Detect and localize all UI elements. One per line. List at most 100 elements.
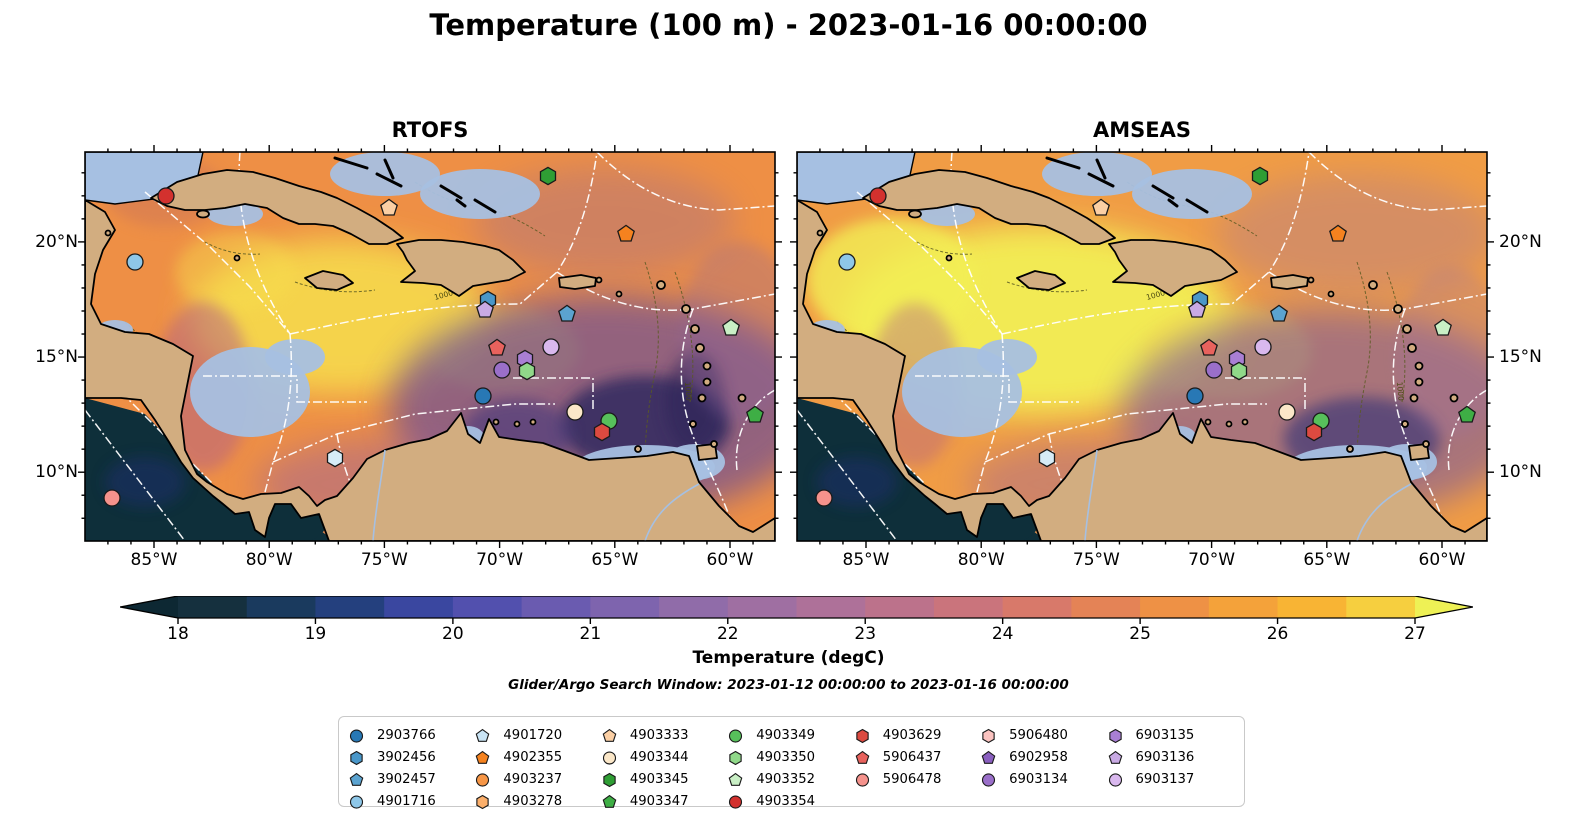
legend-column-6: 6903135 6903136 6903137	[1108, 725, 1234, 790]
colorbar-tick-23: 23	[854, 624, 877, 644]
lon-tick-label-amseas-3: 70°W	[1188, 550, 1236, 570]
legend-entry-label: 2903766	[377, 728, 436, 743]
argo-marker-6903137	[542, 338, 560, 356]
circle-marker-icon	[349, 728, 364, 743]
legend-entry-4903344: 4903344	[602, 747, 728, 768]
bathymetry-label: 1000	[683, 381, 694, 401]
legend-entry-4902355: 4902355	[475, 747, 601, 768]
legend-entry-label: 4901716	[377, 794, 436, 809]
lon-tick-label-rtofs-1: 80°W	[245, 550, 293, 570]
argo-marker-4901716	[126, 253, 144, 271]
argo-marker-6903137	[1254, 338, 1272, 356]
argo-marker-5906478	[103, 489, 121, 507]
argo-marker-4902355	[1329, 224, 1347, 242]
lon-tick-label-rtofs-3: 70°W	[476, 550, 524, 570]
legend-entry-4903345: 4903345	[602, 769, 728, 790]
legend-entry-label: 4903352	[756, 772, 815, 787]
colorbar-tick-26: 26	[1266, 624, 1289, 644]
legend-entry-2903766: 2903766	[349, 725, 475, 746]
panel-title-rtofs: RTOFS	[391, 118, 469, 142]
colorbar-tick-20: 20	[442, 624, 464, 644]
legend-entry-3902456: 3902456	[349, 747, 475, 768]
legend-column-4: 4903629 5906437 5906478	[855, 725, 981, 790]
legend-entry-4901720: 4901720	[475, 725, 601, 746]
legend-entry-4903347: 4903347	[602, 791, 728, 812]
legend-entry-4903354: 4903354	[728, 791, 854, 812]
hexagon-marker-icon	[729, 750, 742, 765]
argo-marker-4901716	[349, 794, 364, 809]
lat-tick-label-left-1: 15°N	[35, 347, 78, 368]
colorbar-tick-25: 25	[1129, 624, 1151, 644]
legend-column-1: 4901720 4902355 4903237 4903278	[475, 725, 601, 812]
legend-entry-label: 6902958	[1009, 750, 1068, 765]
lon-tick-label-amseas-2: 75°W	[1072, 550, 1120, 570]
pentagon-marker-icon	[602, 794, 617, 808]
colorbar-tick-19: 19	[304, 624, 327, 644]
legend-entry-label: 4903345	[629, 772, 689, 787]
argo-marker-4903352	[1434, 318, 1452, 336]
colorbar-tick-21: 21	[579, 624, 602, 644]
argo-marker-4903347	[746, 405, 764, 423]
pentagon-marker-icon	[981, 750, 996, 764]
legend-entry-label: 6903134	[1009, 772, 1068, 787]
legend-entry-4903278: 4903278	[475, 791, 601, 812]
argo-marker-5906437	[855, 750, 870, 764]
lon-tick-label-amseas-1: 80°W	[957, 550, 1005, 570]
lon-tick-label-amseas-0: 85°W	[842, 550, 890, 570]
lat-tick-label-left-0: 20°N	[35, 231, 78, 252]
circle-marker-icon	[982, 772, 996, 787]
argo-marker-4903344	[602, 750, 616, 765]
argo-marker-6903134	[493, 361, 511, 379]
colorbar: 18 19 20 21 22 23 24 25 26 27	[119, 595, 1474, 652]
argo-marker-2903766	[474, 387, 492, 405]
argo-marker-4903278	[476, 794, 490, 809]
argo-marker-4903237	[476, 772, 490, 787]
argo-marker-4901716	[838, 253, 856, 271]
argo-marker-5906478	[855, 772, 869, 787]
argo-marker-6903137	[1108, 772, 1122, 787]
circle-marker-icon	[476, 772, 490, 787]
argo-marker-4903350	[518, 361, 536, 381]
legend-entry-label: 6903137	[1135, 772, 1195, 787]
hexagon-marker-icon	[982, 728, 995, 743]
map-panel-rtofs: RTOFS 100010010001000	[78, 118, 782, 548]
circle-marker-icon	[729, 728, 743, 743]
argo-marker-6903134	[1205, 361, 1223, 379]
legend-entry-4901716: 4901716	[349, 791, 475, 812]
legend-entry-6903135: 6903135	[1108, 725, 1234, 746]
argo-marker-6902958	[981, 750, 996, 764]
argo-marker-4903345	[603, 772, 616, 787]
platform-legend: 2903766 3902456 3902457 4901716 4901720 49023…	[338, 716, 1245, 809]
legend-entry-label: 5906478	[882, 772, 942, 787]
legend-entry-label: 4903349	[756, 728, 815, 743]
hexagon-marker-icon	[856, 728, 869, 743]
legend-entry-label: 4903629	[882, 728, 942, 743]
lat-tick-label-right-2: 10°N	[1499, 462, 1542, 483]
argo-marker-4903347	[602, 794, 617, 808]
argo-marker-4903333	[380, 198, 398, 216]
legend-entry-4903350: 4903350	[728, 747, 854, 768]
legend-entry-4903349: 4903349	[728, 725, 854, 746]
argo-marker-6903136	[1108, 750, 1122, 764]
lat-tick-label-right-0: 20°N	[1499, 231, 1542, 252]
argo-marker-4903354	[157, 187, 175, 205]
argo-marker-4903333	[1092, 198, 1110, 216]
argo-marker-3902456	[350, 750, 363, 765]
legend-column-0: 2903766 3902456 3902457 4901716	[349, 725, 475, 812]
pentagon-marker-icon	[855, 750, 870, 764]
argo-marker-4903354	[869, 187, 887, 205]
lon-tick-label-amseas-4: 65°W	[1303, 550, 1351, 570]
map-canvas-amseas: 100010010001000	[790, 145, 1494, 548]
lat-tick-label-left-2: 10°N	[35, 462, 78, 483]
legend-entry-label: 4901720	[503, 728, 563, 743]
pentagon-marker-icon	[1108, 750, 1122, 764]
legend-entry-label: 4903354	[756, 794, 815, 809]
pentagon-marker-icon	[349, 772, 364, 786]
legend-column-5: 5906480 6902958 6903134	[981, 725, 1107, 790]
legend-entry-label: 4903350	[756, 750, 815, 765]
argo-marker-4902355	[476, 750, 490, 764]
hexagon-marker-icon	[1108, 728, 1122, 743]
search-window-subtitle: Glider/Argo Search Window: 2023-01-12 00…	[508, 677, 1069, 693]
legend-entry-6903137: 6903137	[1108, 769, 1234, 790]
